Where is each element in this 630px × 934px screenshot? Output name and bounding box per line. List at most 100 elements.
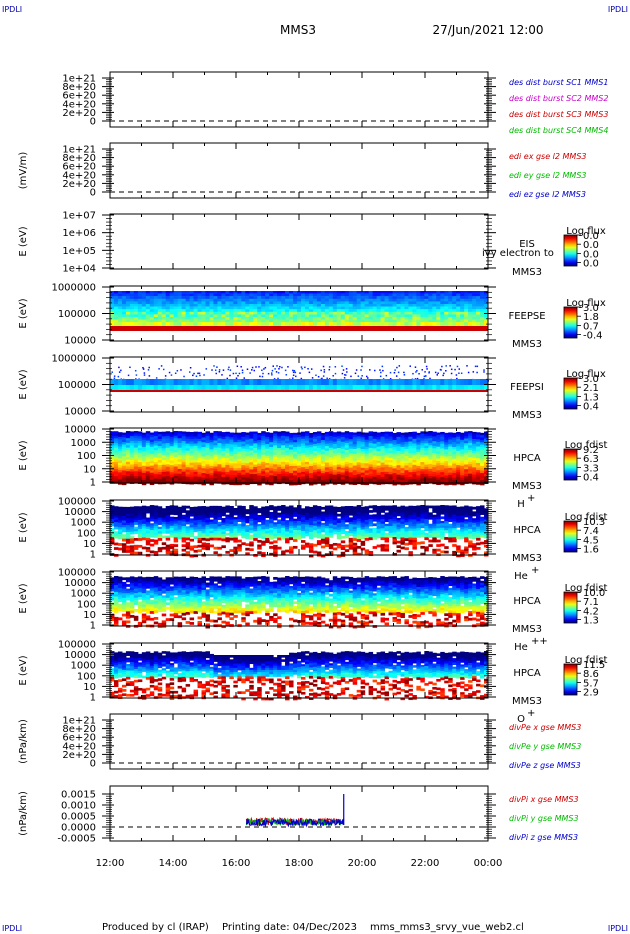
legend-entry: des dist burst SC3 MMS3 (509, 110, 608, 119)
colorbar (563, 306, 578, 339)
time-tick-label: 14:00 (159, 858, 188, 869)
y-tick-label: 1 (90, 693, 96, 704)
y-tick-label: 0 (90, 188, 96, 199)
colorbar-tick-label: 7.1 (583, 597, 599, 608)
y-tick-label: 1000 (71, 438, 96, 449)
colorbar-tick-label: 10.3 (583, 517, 605, 528)
y-tick-label: 10000 (64, 507, 96, 518)
y-tick-label: 1000 (71, 589, 96, 600)
species-label: He (514, 571, 528, 582)
time-tick-label: 20:00 (348, 858, 377, 869)
spectrogram-hpca_h (110, 431, 489, 486)
colorbar (563, 520, 578, 553)
instrument-label: FEEPSI (510, 382, 544, 393)
panel-frame (109, 213, 489, 270)
colorbar-title: Log flux (566, 369, 606, 380)
colorbar-tick-label: 7.4 (583, 526, 599, 537)
time-tick-label: 22:00 (411, 858, 440, 869)
legend-entry: des dist burst SC4 MMS4 (509, 126, 608, 135)
species-charge: + (527, 708, 535, 719)
panel-hpca_h: 10000 1000 100 10 1 E (eV) HPCA MMS3 H+ Log fdist… (18, 425, 607, 511)
y-tick-label: 1e+04 (62, 264, 96, 275)
legend-entry: divPe x gse MMS3 (509, 723, 581, 732)
colorbar-title: Log fdist (565, 583, 608, 594)
colorbar-tick-label: 0.0 (583, 231, 599, 242)
y-tick-label: 8e+20 (62, 153, 96, 164)
y-tick-label: 100 (77, 451, 96, 462)
y-tick-label: 1e+21 (62, 74, 96, 85)
spectrogram-hpca_hepp (110, 576, 489, 629)
legend-entry: edi ey gse l2 MMS3 (509, 171, 587, 180)
colorbar-tick-label: 6.3 (583, 454, 599, 465)
legend-entry: edi ez gse l2 MMS3 (509, 190, 586, 199)
y-tick-label: 1 (90, 550, 96, 561)
colorbar-title: Log fdist (565, 440, 608, 451)
colorbar-tick-label: 0.0 (583, 240, 599, 251)
species-label: He (514, 642, 528, 653)
y-axis-label: (mV/m) (18, 152, 29, 190)
colorbar-tick-label: 4.2 (583, 606, 599, 617)
colorbar-tick-label: 0.4 (583, 402, 599, 413)
y-tick-label: 8e+20 (62, 724, 96, 735)
y-axis-label: E (eV) (18, 226, 29, 256)
colorbar-title: Log fdist (565, 512, 608, 523)
y-tick-label: 1000000 (51, 354, 96, 365)
panel-feepsi: 1000000 100000 10000 E (eV) FEEPSI MMS3 Log fl… (18, 354, 606, 422)
header-spacecraft: MMS3 (280, 23, 316, 37)
time-tick-label: 16:00 (222, 858, 251, 869)
y-tick-label: 1 (90, 621, 96, 632)
y-tick-label: 4e+20 (62, 170, 96, 181)
y-tick-label: 6e+20 (62, 91, 96, 102)
panel-eis: 1e+07 1e+06 1e+05 1e+04 E (eV) EIS MMS3 ivy ele… (18, 211, 606, 279)
y-tick-label: 100000 (58, 497, 96, 508)
colorbar-tick-label: 1.3 (583, 392, 599, 403)
colorbar-tick-label: 4.5 (583, 535, 599, 546)
y-axis-label: E (eV) (18, 512, 29, 542)
instrument-label: FEEPSE (508, 311, 545, 322)
y-tick-label: 0 (90, 759, 96, 770)
y-tick-label: 10000 (64, 650, 96, 661)
colorbar-tick-label: 3.0 (583, 303, 599, 314)
series-line-z (245, 817, 345, 828)
y-tick-label: 2e+20 (62, 179, 96, 190)
legend-entry: edi ex gse l2 MMS3 (509, 152, 587, 161)
colorbar-tick-label: 1.3 (583, 616, 599, 627)
y-tick-label: 0 (90, 117, 96, 128)
spacecraft-label: MMS3 (512, 624, 542, 635)
colorbar-tick-label: 2.1 (583, 383, 599, 394)
time-tick-label: 18:00 (285, 858, 314, 869)
y-tick-label: 0.0015 (61, 790, 96, 801)
y-tick-label: 8e+20 (62, 82, 96, 93)
y-tick-label: 4e+20 (62, 741, 96, 752)
colorbar-tick-label: 0.7 (583, 321, 599, 332)
legend-entry: divPi z gse MMS3 (509, 833, 578, 842)
species-charge: + (531, 565, 539, 576)
y-tick-label: 1e+06 (62, 228, 96, 239)
colorbar-tick-label: 5.7 (583, 678, 599, 689)
spectrogram-hpca_he (110, 505, 489, 558)
y-tick-label: 1 (90, 478, 96, 489)
panel-frame (109, 785, 489, 842)
legend-entry: des dist burst SC1 MMS1 (509, 78, 608, 87)
species-label: O (517, 714, 525, 725)
colorbar-tick-label: 2.9 (583, 688, 599, 699)
colorbar (563, 377, 578, 410)
colorbar (563, 234, 578, 267)
header-datetime: 27/Jun/2021 12:00 (432, 23, 543, 37)
y-tick-label: 0.0005 (61, 812, 96, 823)
y-tick-label: 10 (83, 464, 96, 475)
y-tick-label: 1000000 (51, 283, 96, 294)
footer-filename: mms_mms3_srvy_vue_web2.cl (370, 922, 524, 933)
y-tick-label: 1000 (71, 518, 96, 529)
y-tick-label: 10000 (64, 336, 96, 347)
y-tick-label: 10000 (64, 578, 96, 589)
instrument-label: HPCA (513, 668, 541, 679)
colorbar-tick-label: 0.4 (583, 473, 599, 484)
spacecraft-label: MMS3 (512, 267, 542, 278)
legend-entry: des dist burst SC2 MMS2 (509, 94, 608, 103)
